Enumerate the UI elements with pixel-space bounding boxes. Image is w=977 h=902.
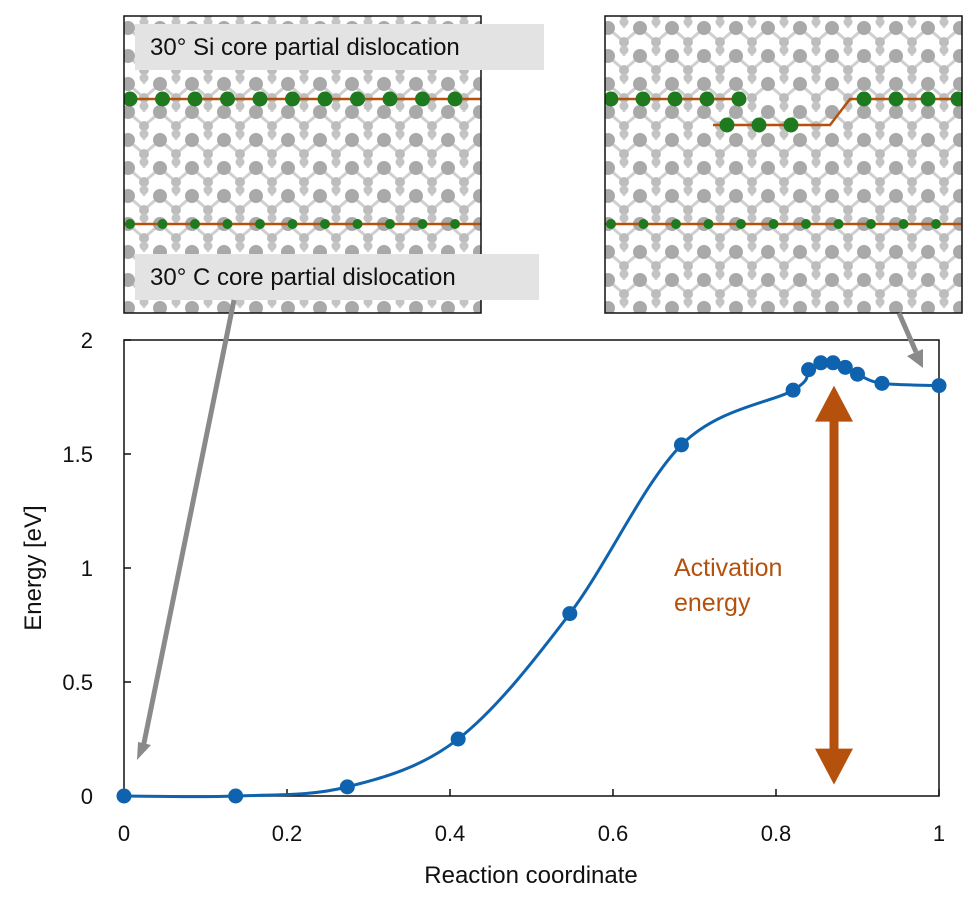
- data-point: [450, 731, 466, 747]
- pointer-arrow-right: [896, 312, 919, 353]
- x-tick-label: 0: [118, 821, 130, 846]
- y-axis-title: Energy [eV]: [20, 505, 47, 630]
- c-core-right-atom: [736, 219, 746, 229]
- data-point: [813, 355, 829, 371]
- kink-line-right: [713, 97, 962, 127]
- c-core-atom: [320, 219, 330, 229]
- y-tick-label: 1.5: [62, 442, 93, 467]
- activation-label-line1: Activation: [674, 554, 782, 582]
- kink-atom: [667, 91, 683, 107]
- si-core-atom: [187, 91, 203, 107]
- c-core-right-atom: [898, 219, 909, 229]
- c-core-atom: [255, 219, 265, 229]
- c-core-right-atom: [638, 219, 649, 229]
- series-line: [123, 360, 940, 799]
- c-core-label: 30° C core partial dislocation: [150, 264, 456, 291]
- si-core-atom: [252, 91, 268, 107]
- kink-atom: [950, 91, 962, 107]
- kink-atom: [731, 91, 747, 107]
- c-core-right-atom: [703, 219, 714, 229]
- pointer-arrows: [137, 299, 923, 760]
- si-core-atom: [220, 91, 235, 107]
- kink-atom: [751, 117, 767, 133]
- c-core-atom: [450, 219, 460, 229]
- data-point: [562, 606, 578, 622]
- x-tick-label: 0.2: [272, 821, 303, 846]
- data-point: [785, 382, 801, 398]
- c-core-right-atom: [606, 219, 616, 229]
- series-energy: [116, 355, 947, 804]
- x-axis-title: Reaction coordinate: [424, 862, 637, 889]
- c-core-right-atom: [801, 219, 811, 229]
- data-point: [874, 375, 890, 391]
- axes: 0 0.2 0.4 0.6 0.8 1 0 0.5 1 1.5 2: [62, 328, 945, 846]
- data-point: [116, 788, 132, 804]
- activation-energy-arrow: [815, 385, 853, 785]
- kink-atom: [699, 91, 715, 107]
- y-tick-label: 1: [81, 556, 93, 581]
- c-core-atom: [385, 219, 395, 229]
- kink-atom: [856, 91, 872, 107]
- y-tick-label: 0: [81, 784, 93, 809]
- data-point: [673, 437, 689, 453]
- x-tick-label: 0.6: [598, 821, 629, 846]
- pointer-arrowhead-right: [907, 349, 923, 368]
- si-core-atom: [382, 91, 398, 107]
- c-core-right-atom: [671, 219, 681, 229]
- c-core-atom: [190, 219, 200, 229]
- data-point: [228, 788, 244, 804]
- data-point: [339, 779, 355, 795]
- si-core-atom: [350, 91, 365, 107]
- si-core-atom: [124, 91, 138, 107]
- kink-atom: [783, 117, 799, 133]
- activation-label-line2: energy: [674, 589, 751, 617]
- y-tick-label: 0.5: [62, 670, 93, 695]
- c-core-right-atom: [866, 219, 876, 229]
- inset-transition-state: [604, 15, 963, 314]
- c-core-atom: [287, 219, 298, 229]
- data-point: [825, 355, 841, 371]
- c-core-right-atom: [931, 219, 941, 229]
- c-core-atom: [222, 219, 233, 229]
- c-core-right-atom: [833, 219, 844, 229]
- y-tick-label: 2: [81, 328, 93, 353]
- kink-atom: [635, 91, 651, 107]
- x-tick-label: 1: [933, 821, 945, 846]
- si-core-atom: [155, 91, 170, 107]
- c-core-label-box: [135, 254, 539, 300]
- data-point: [850, 366, 865, 382]
- c-core-atom: [157, 219, 168, 229]
- x-tick-label: 0.4: [435, 821, 466, 846]
- kink-atom: [719, 117, 735, 133]
- si-core-atom: [415, 91, 430, 107]
- pointer-arrowhead-left: [137, 742, 151, 760]
- kink-atom: [888, 91, 904, 107]
- data-point: [837, 359, 853, 375]
- plot-frame: [123, 339, 940, 797]
- c-core-atom: [352, 219, 363, 229]
- si-core-label-box: [135, 24, 544, 70]
- activation-arrowhead-bottom: [815, 748, 853, 785]
- si-core-atom: [285, 91, 300, 107]
- si-core-label: 30° Si core partial dislocation: [150, 34, 460, 61]
- pointer-arrow-left: [140, 299, 237, 749]
- si-core-atom: [447, 91, 463, 107]
- x-tick-label: 0.8: [761, 821, 792, 846]
- data-point: [931, 378, 947, 394]
- c-core-right-atom: [768, 219, 779, 229]
- si-core-atom: [317, 91, 333, 107]
- activation-arrowhead-top: [815, 385, 853, 422]
- data-point: [801, 362, 817, 378]
- c-core-atom: [417, 219, 428, 229]
- c-core-atom: [125, 219, 135, 229]
- kink-atom: [920, 91, 936, 107]
- kink-atom: [605, 91, 619, 107]
